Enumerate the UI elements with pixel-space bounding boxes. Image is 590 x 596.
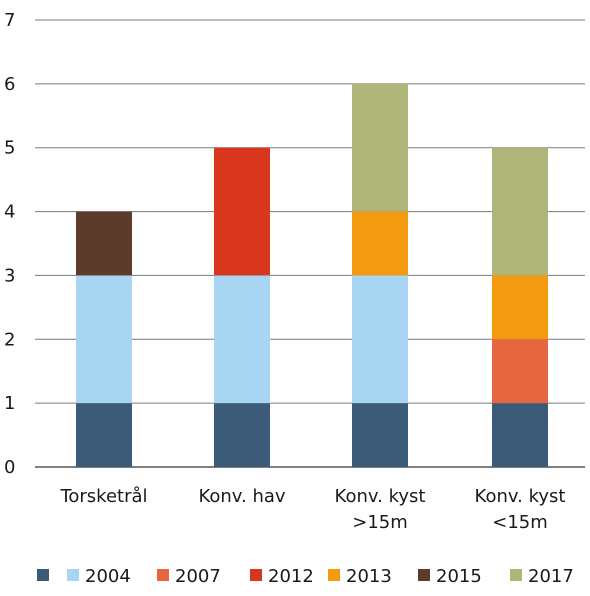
bar-segment	[352, 83, 408, 212]
bar-segment	[492, 403, 548, 467]
y-tick-label: 2	[4, 329, 15, 350]
y-tick-label: 4	[4, 202, 15, 223]
legend-swatch	[250, 569, 262, 581]
bar-segment	[214, 275, 270, 404]
legend-swatch	[328, 569, 340, 581]
bar-segment	[492, 339, 548, 404]
y-tick-label: 3	[4, 265, 15, 286]
bar-segment	[492, 275, 548, 340]
x-axis-labels: Torsketrål Konv. hav Konv. kyst >15m Konv. k…	[59, 486, 565, 533]
legend-swatch	[510, 569, 522, 581]
category-label: Konv. hav	[198, 486, 285, 507]
bars	[76, 83, 548, 467]
bar-segment	[492, 147, 548, 276]
legend-swatch	[37, 569, 49, 581]
category-label: Konv. kyst	[475, 486, 566, 507]
bar-segment	[352, 275, 408, 404]
bar-segment	[214, 147, 270, 276]
category-label: Konv. kyst	[335, 486, 426, 507]
y-tick-label: 6	[4, 74, 15, 95]
category-label: <15m	[492, 512, 548, 533]
legend-swatch	[157, 569, 169, 581]
legend: 2004 2007 2012 2013 2015 2017	[37, 566, 574, 587]
bar-segment	[76, 211, 132, 276]
y-tick-label: 7	[4, 10, 15, 31]
y-tick-label: 5	[4, 138, 15, 159]
legend-swatch	[418, 569, 430, 581]
legend-label: 2017	[528, 566, 574, 587]
bar-segment	[352, 403, 408, 467]
legend-label: 2015	[436, 566, 482, 587]
legend-swatch	[67, 569, 79, 581]
y-tick-label: 0	[4, 457, 15, 478]
legend-label: 2004	[85, 566, 131, 587]
bar-segment	[76, 403, 132, 467]
bar-segment	[352, 211, 408, 276]
legend-label: 2013	[346, 566, 392, 587]
category-label: Torsketrål	[59, 486, 147, 507]
y-axis-ticks: 0 1 2 3 4 5 6 7	[4, 10, 15, 478]
legend-label: 2007	[175, 566, 221, 587]
y-tick-label: 1	[4, 393, 15, 414]
legend-label: 2012	[268, 566, 314, 587]
category-label: >15m	[352, 512, 408, 533]
bar-segment	[76, 275, 132, 404]
bar-segment	[214, 403, 270, 467]
